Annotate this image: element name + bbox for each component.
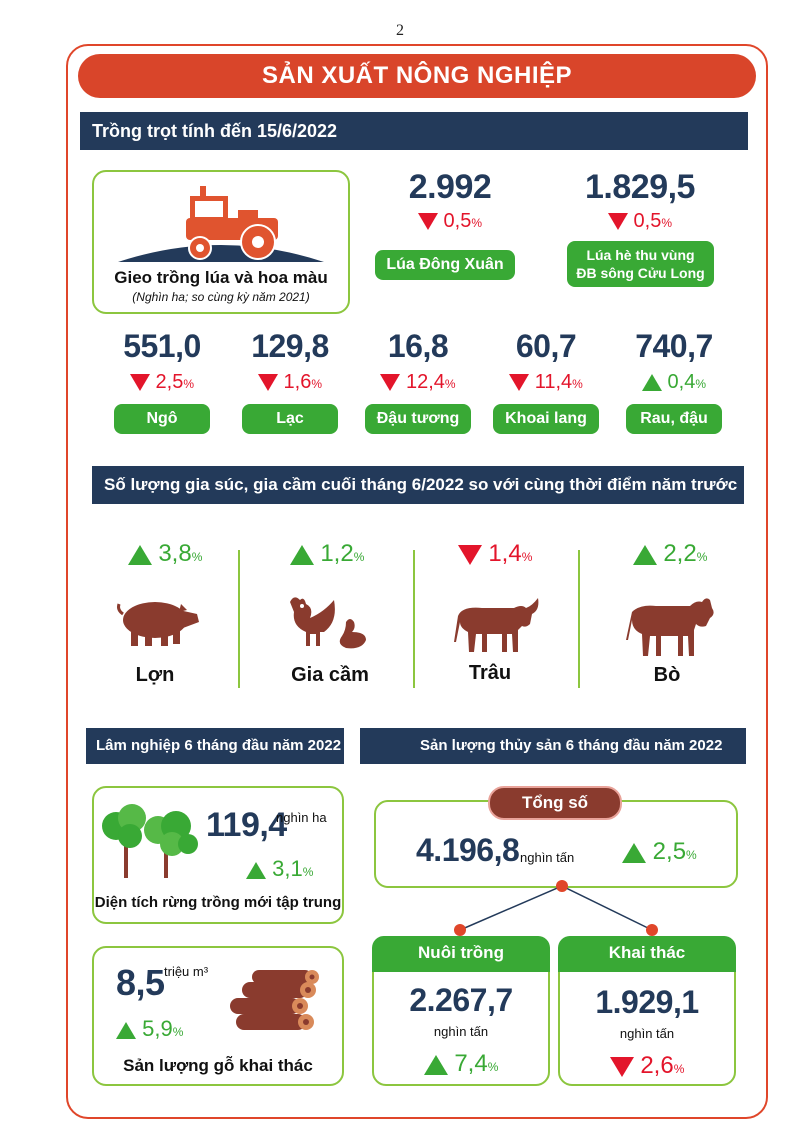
crops-summary-title: Gieo trồng lúa và hoa màu xyxy=(114,268,328,287)
crop-value: 551,0 xyxy=(123,328,201,364)
timber-card: 8,5 triệu m³ 5,9% Sản lượng gỗ khai thác xyxy=(92,946,344,1086)
buffalo-icon xyxy=(454,598,539,652)
poultry-icon xyxy=(290,597,366,649)
forest-planted-unit: nghìn ha xyxy=(276,810,327,825)
pig-change: 3,8% xyxy=(100,540,230,568)
page-title: SẢN XUẤT NÔNG NGHIỆP xyxy=(78,54,756,98)
fishery-farming-value: 2.267,7 xyxy=(409,982,513,1018)
winter-rice-change: 0,5% xyxy=(380,210,520,233)
divider xyxy=(413,550,415,688)
tree-connector xyxy=(454,880,658,936)
summer-rice-value: 1.829,5 xyxy=(585,168,695,206)
divider xyxy=(578,550,580,688)
crop-label: Lạc xyxy=(242,404,338,434)
crops-header: Trồng trọt tính đến 15/6/2022 xyxy=(80,112,748,150)
fishery-total-change: 2,5% xyxy=(622,838,697,866)
pig-icon xyxy=(117,602,199,646)
fishery-total-unit: nghìn tấn xyxy=(520,850,575,865)
crop-value: 129,8 xyxy=(251,328,329,364)
crop-items-row: 551,0 2,5% Ngô 129,8 1,6% Lạc 16,8 12,4%… xyxy=(98,328,738,440)
fishery-catching-unit: nghìn tấn xyxy=(619,1026,675,1041)
divider xyxy=(238,550,240,688)
forest-planted-value: 119,4 xyxy=(206,806,287,844)
timber-unit: triệu m³ xyxy=(164,964,209,979)
timber-value: 8,5 xyxy=(116,962,165,1003)
fishery-catching-card: Khai thác 1.929,1 nghìn tấn 2,6% xyxy=(558,936,736,1086)
pig-label: Lợn xyxy=(135,664,175,686)
crop-label: Đậu tương xyxy=(365,404,471,434)
cow-icon xyxy=(626,598,714,656)
cow-change: 2,2% xyxy=(605,540,735,568)
down-arrow-icon xyxy=(607,213,628,231)
fishery-catching-label: Khai thác xyxy=(558,936,736,972)
buffalo-label: Trâu xyxy=(468,662,512,684)
fishery-catching-change: 2,6% xyxy=(560,1052,734,1080)
fishery-catching-value: 1.929,1 xyxy=(595,984,699,1020)
crop-label: Khoai lang xyxy=(493,404,599,434)
crop-value: 16,8 xyxy=(387,328,449,364)
crop-change: 2,5% xyxy=(98,371,226,394)
crop-change: 0,4% xyxy=(610,371,738,394)
trees-icon xyxy=(102,804,198,878)
logs-icon xyxy=(230,970,319,1030)
winter-rice-value: 2.992 xyxy=(408,168,492,206)
poultry-change: 1,2% xyxy=(262,540,392,568)
fishery-farming-change: 7,4% xyxy=(374,1050,548,1078)
down-arrow-icon xyxy=(417,213,438,231)
crop-item: 129,8 1,6% Lạc xyxy=(226,328,354,434)
crop-change: 11,4% xyxy=(482,371,610,394)
timber-label: Sản lượng gỗ khai thác xyxy=(123,1056,313,1075)
forestry-header: Lâm nghiệp 6 tháng đầu năm 2022 xyxy=(86,728,344,764)
forest-planted-change: 3,1% xyxy=(246,856,313,882)
fishery-farming-card: Nuôi trồng 2.267,7 nghìn tấn 7,4% xyxy=(372,936,550,1086)
crop-value: 60,7 xyxy=(515,328,577,364)
fishery-total-value: 4.196,8 xyxy=(416,832,520,868)
forest-planted-label: Diện tích rừng trồng mới tập trung xyxy=(94,894,342,911)
crop-value: 740,7 xyxy=(635,328,713,364)
page-frame xyxy=(66,44,768,1119)
crops-summary-subtitle: (Nghìn ha; so cùng kỳ năm 2021) xyxy=(132,290,310,304)
page-number: 2 xyxy=(396,22,404,39)
livestock-header: Số lượng gia súc, gia cầm cuối tháng 6/2… xyxy=(92,466,744,504)
cow-label: Bò xyxy=(653,664,681,686)
poultry-label: Gia cầm xyxy=(291,664,369,686)
fishery-total-label: Tổng số xyxy=(488,786,622,820)
crop-change: 12,4% xyxy=(354,371,482,394)
forest-planted-card: 119,4 nghìn ha 3,1% Diện tích rừng trồng… xyxy=(92,786,344,924)
crop-item: 16,8 12,4% Đậu tương xyxy=(354,328,482,434)
crop-item: 551,0 2,5% Ngô xyxy=(98,328,226,434)
winter-rice-label: Lúa Đông Xuân xyxy=(375,250,515,280)
crop-change: 1,6% xyxy=(226,371,354,394)
fishery-header: Sản lượng thủy sản 6 tháng đầu năm 2022 xyxy=(360,728,746,764)
crop-item: 60,7 11,4% Khoai lang xyxy=(482,328,610,434)
crop-item: 740,7 0,4% Rau, đậu xyxy=(610,328,738,434)
fishery-farming-label: Nuôi trồng xyxy=(372,936,550,972)
timber-change: 5,9% xyxy=(116,1016,183,1042)
crops-summary-card: Gieo trồng lúa và hoa màu (Nghìn ha; so … xyxy=(92,170,350,314)
fishery-farming-unit: nghìn tấn xyxy=(433,1024,489,1039)
buffalo-change: 1,4% xyxy=(430,540,560,568)
tractor-icon xyxy=(118,186,324,262)
summer-rice-label: Lúa hè thu vùng ĐB sông Cửu Long xyxy=(567,241,714,287)
crop-label: Rau, đậu xyxy=(626,404,722,434)
crop-label: Ngô xyxy=(114,404,210,434)
summer-rice-change: 0,5% xyxy=(570,210,710,233)
